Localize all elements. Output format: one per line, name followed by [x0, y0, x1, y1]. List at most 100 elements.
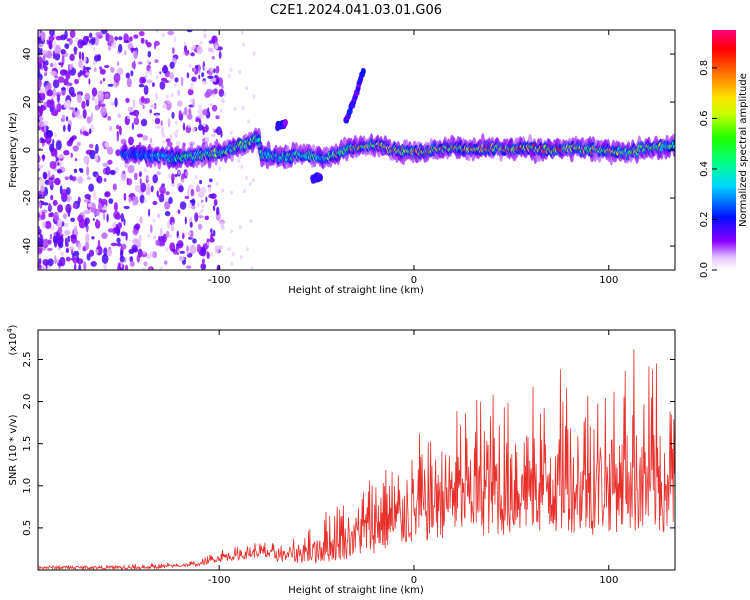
spectrogram-speckle [89, 32, 93, 39]
spectrogram-speckle [198, 74, 201, 80]
spectrogram-speckle [67, 235, 71, 243]
spectrogram-speckle [116, 213, 121, 220]
spectrogram-speckle [94, 67, 97, 72]
spectrogram-speckle [88, 249, 95, 257]
spectrogram-speckle [215, 65, 220, 74]
spectrogram-speckle [38, 262, 41, 269]
spectrogram-speckle [207, 75, 214, 79]
spectrogram-speckle [186, 250, 190, 255]
spectrogram-speckle [151, 82, 155, 87]
spectrogram-speckle [216, 264, 221, 270]
spectrogram-speckle [191, 198, 196, 206]
spectrogram-speckle [62, 213, 68, 220]
spectrogram-speckle [245, 86, 248, 91]
spectrogram-speckle [116, 242, 122, 247]
spectrogram-speckle [112, 221, 117, 228]
spectrogram-speckle [165, 94, 169, 99]
spectrogram-speckle [183, 41, 187, 46]
spectrogram-speckle [147, 233, 151, 238]
spectrogram-speckle [159, 227, 163, 237]
spectrogram-speckle [79, 168, 84, 173]
spectrogram-speckle [69, 174, 73, 181]
spectrogram-speckle [69, 246, 75, 251]
spectrogram-speckle [169, 234, 173, 238]
spectrogram-speckle [107, 159, 113, 165]
spectrogram-ytick-label: 20 [22, 96, 33, 109]
spectrogram-speckle [113, 202, 118, 212]
snr-xtick-label: 100 [599, 575, 618, 586]
spectrogram-speckle [38, 56, 43, 65]
spectrogram-speckle [150, 104, 156, 108]
spectrogram-speckle [143, 198, 147, 203]
spectrogram-speckle [47, 258, 54, 267]
spectrogram-speckle [188, 141, 195, 146]
spectrogram-speckle [181, 256, 185, 261]
spectrogram-speckle [216, 206, 220, 216]
spectrogram-speckle [95, 249, 99, 254]
spectrogram-speckle [82, 130, 88, 136]
spectrogram-speckle [95, 32, 103, 37]
spectrogram-speckle [182, 122, 186, 131]
spectrogram-speckle [131, 61, 136, 69]
spectrogram-speckle [215, 181, 219, 186]
spectrogram-speckle [63, 222, 69, 228]
spectrogram-speckle [119, 125, 122, 136]
spectrogram-speckle [69, 136, 75, 142]
spectrogram-speckle [82, 35, 89, 46]
spectrogram-speckle [69, 53, 75, 62]
spectrogram-speckle [139, 178, 142, 185]
spectrogram-speckle [38, 116, 44, 121]
spectrogram-speckle [138, 234, 142, 243]
spectrogram-speckle [70, 234, 77, 244]
spectrogram-speckle [123, 192, 127, 201]
spectrogram-speckle [38, 95, 42, 102]
spectrogram-speckle [85, 72, 90, 76]
spectrogram-speckle [94, 153, 99, 162]
spectrogram-speckle [120, 212, 125, 223]
snr-xtick-label: 0 [411, 575, 417, 586]
spectrogram-speckle [231, 252, 235, 257]
spectrogram-speckle [44, 72, 48, 76]
spectrogram-speckle [109, 125, 112, 131]
spectrogram-speckle [120, 261, 123, 269]
spectrogram-speckle [194, 175, 198, 180]
spectrogram-speckle [186, 30, 193, 33]
spectrogram-speckle [238, 155, 242, 159]
spectrogram-speckle [102, 141, 105, 147]
spectrogram-speckle [211, 56, 215, 60]
spectrogram-speckle [146, 60, 150, 64]
spectrogram-speckle [200, 186, 207, 194]
spectrogram-speckle [214, 245, 220, 254]
spectrogram-speckle [38, 177, 45, 188]
spectrogram-speckle [211, 49, 215, 54]
spectrogram-speckle [52, 235, 58, 244]
spectrogram-speckle [150, 185, 154, 193]
spectrogram-speckle [172, 47, 175, 54]
spectrogram-speckle [91, 96, 95, 101]
spectrogram-speckle [201, 80, 208, 85]
spectrogram-speckle [219, 108, 223, 113]
spectrogram-speckle [203, 122, 206, 127]
spectrogram-speckle [66, 99, 72, 108]
spectrogram-speckle [54, 148, 58, 159]
spectrogram-speckle [132, 201, 136, 206]
spectrogram-speckle [54, 255, 57, 265]
spectrogram-speckle [94, 104, 100, 111]
spectrogram-speckle [136, 133, 144, 138]
spectrogram-speckle [202, 108, 209, 116]
spectrogram-speckle [135, 113, 139, 118]
spectrogram-speckle [38, 200, 42, 208]
snr-multiplier: (x104) [6, 324, 19, 355]
spectrogram-speckle [52, 79, 60, 89]
spectrogram-speckle [177, 170, 181, 175]
spectrogram-speckle [68, 86, 75, 96]
spectrogram-speckle [42, 259, 49, 266]
spectrogram-speckle [73, 168, 78, 174]
spectrogram-speckle [138, 84, 145, 88]
spectrogram-speckle [195, 118, 200, 122]
spectrogram-speckle [212, 229, 216, 237]
spectrogram-speckle [43, 202, 49, 206]
spectrogram-speckle [148, 208, 151, 217]
spectrogram-feature [318, 174, 323, 182]
spectrogram-speckle [205, 88, 213, 97]
